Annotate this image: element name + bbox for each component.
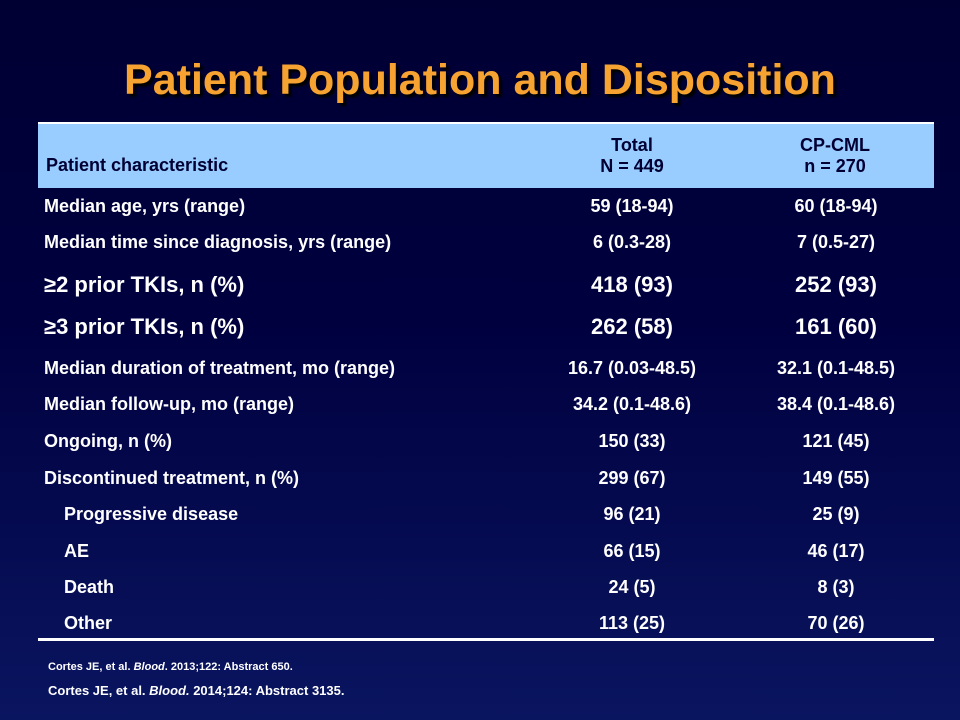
reference-2-citation: 2014;124: Abstract 3135. [189, 683, 345, 698]
header-cp-cml-n: n = 270 [804, 156, 866, 176]
row-total-value: 150 (33) [598, 431, 666, 451]
row-label: AE [64, 541, 90, 561]
header-total: Total N = 449 [537, 135, 727, 177]
row-label: Ongoing, n (%) [44, 431, 172, 451]
reference-1-journal: Blood [133, 661, 165, 673]
row-cp-cml-value: 121 (45) [802, 431, 870, 451]
reference-2-authors: Cortes JE, et al. [48, 683, 150, 698]
row-label: Median age, yrs (range) [44, 196, 246, 216]
header-cp-cml: CP-CML n = 270 [740, 135, 930, 177]
row-label: Median follow-up, mo (range) [44, 394, 294, 414]
header-patient-characteristic: Patient characteristic [46, 155, 229, 175]
row-label: Death [64, 577, 115, 597]
row-cp-cml-value: 7 (0.5-27) [796, 232, 876, 252]
row-label: Discontinued treatment, n (%) [44, 468, 300, 488]
reference-1: Cortes JE, et al. Blood. 2013;122: Abstr… [48, 661, 293, 673]
row-total-value: 6 (0.3-28) [592, 232, 672, 252]
row-cp-cml-value: 161 (60) [795, 314, 877, 339]
row-label: Median duration of treatment, mo (range) [44, 358, 396, 378]
reference-2: Cortes JE, et al. Blood. 2014;124: Abstr… [48, 683, 344, 698]
row-label: Other [64, 613, 113, 633]
row-total-value: 16.7 (0.03-48.5) [567, 358, 697, 378]
row-label: ≥2 prior TKIs, n (%) [44, 272, 245, 297]
row-cp-cml-value: 38.4 (0.1-48.6) [776, 394, 896, 414]
row-total-value: 113 (25) [598, 613, 666, 633]
slide-title: Patient Population and Disposition [124, 56, 836, 104]
row-total-value: 96 (21) [603, 504, 661, 524]
reference-1-authors: Cortes JE, et al. [48, 661, 134, 673]
row-cp-cml-value: 60 (18-94) [794, 196, 878, 216]
row-total-value: 59 (18-94) [590, 196, 674, 216]
table-top-rule [38, 122, 934, 124]
row-cp-cml-value: 46 (17) [807, 541, 865, 561]
row-cp-cml-value: 70 (26) [807, 613, 865, 633]
header-cp-cml-label: CP-CML [800, 135, 870, 155]
row-total-value: 299 (67) [598, 468, 666, 488]
row-label: Median time since diagnosis, yrs (range) [44, 232, 392, 252]
row-label: ≥3 prior TKIs, n (%) [44, 314, 245, 339]
row-cp-cml-value: 149 (55) [802, 468, 870, 488]
row-total-value: 418 (93) [591, 272, 673, 297]
header-total-label: Total [611, 135, 653, 155]
row-cp-cml-value: 8 (3) [817, 577, 855, 597]
row-total-value: 262 (58) [591, 314, 673, 339]
reference-2-journal: Blood. [149, 683, 190, 698]
row-cp-cml-value: 32.1 (0.1-48.5) [776, 358, 896, 378]
row-cp-cml-value: 252 (93) [795, 272, 877, 297]
row-total-value: 34.2 (0.1-48.6) [572, 394, 692, 414]
row-label: Progressive disease [64, 504, 239, 524]
row-cp-cml-value: 25 (9) [812, 504, 860, 524]
table-header: Patient characteristic Total N = 449 CP-… [38, 124, 934, 188]
row-total-value: 24 (5) [608, 577, 656, 597]
header-total-n: N = 449 [600, 156, 664, 176]
reference-1-citation: . 2013;122: Abstract 650. [164, 661, 293, 673]
row-total-value: 66 (15) [603, 541, 661, 561]
table-bottom-rule [38, 638, 934, 641]
